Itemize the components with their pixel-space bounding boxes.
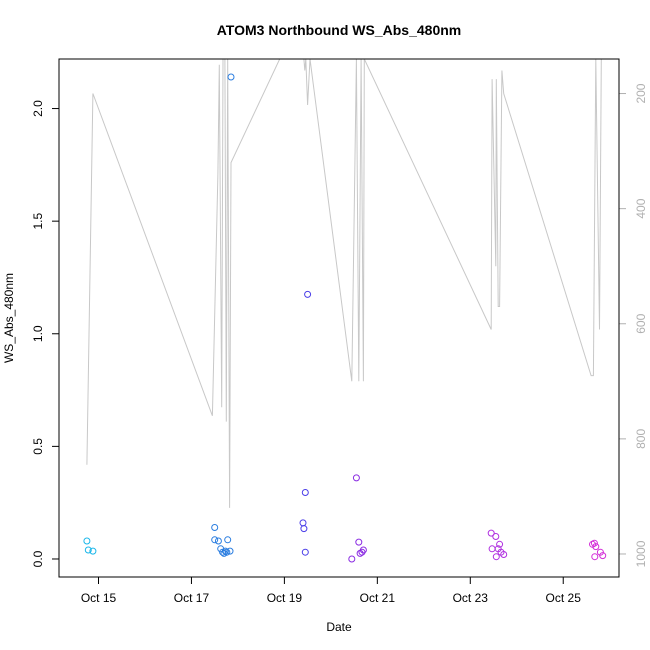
scatter-points-layer [83, 73, 607, 563]
data-point [592, 543, 600, 551]
data-point [492, 533, 500, 540]
x-tick-label: Oct 17 [174, 591, 210, 605]
data-point [591, 553, 599, 561]
data-point [488, 545, 496, 553]
data-point [590, 539, 598, 547]
data-point [301, 548, 309, 556]
data-point [487, 529, 495, 537]
data-point [224, 536, 232, 544]
x-tick-label: Oct 15 [81, 591, 117, 605]
data-point [84, 546, 92, 554]
x-tick-label: Oct 25 [546, 591, 582, 605]
data-point [355, 538, 363, 546]
data-point [599, 552, 607, 560]
right-tick-label: 800 [634, 429, 648, 449]
data-point [359, 546, 367, 554]
data-point [223, 548, 231, 556]
right-tick-label: 1000 [634, 540, 648, 567]
background-line-layer [86, 59, 602, 508]
data-point [299, 519, 307, 527]
data-point [211, 524, 219, 531]
y-tick-label: 2.0 [31, 100, 45, 117]
axes-layer: Oct 15 Oct 17 Oct 19 Oct 21 Oct 23 Oct 25 0.0 0… [31, 83, 648, 605]
data-point [304, 290, 312, 298]
x-axis-label: Date [326, 620, 352, 634]
data-point [214, 537, 222, 545]
y-tick-label: 1.0 [31, 325, 45, 342]
series-line [86, 59, 602, 508]
data-point [300, 525, 308, 533]
y-axis-label: WS_Abs_480nm [2, 273, 16, 363]
y-tick-label: 0.0 [31, 550, 45, 567]
data-point [301, 489, 309, 496]
x-tick-label: Oct 21 [360, 591, 396, 605]
y-tick-label: 0.5 [31, 438, 45, 455]
data-point [83, 537, 91, 545]
y-tick-label: 1.5 [31, 212, 45, 229]
data-point [89, 547, 97, 555]
data-point [226, 547, 234, 555]
data-point [211, 536, 219, 544]
chart-title: ATOM3 Northbound WS_Abs_480nm [217, 22, 462, 38]
x-tick-label: Oct 23 [453, 591, 489, 605]
plot-frame [58, 58, 620, 578]
data-point [496, 540, 504, 548]
data-point [500, 551, 508, 558]
data-point [492, 553, 500, 561]
data-point [221, 547, 229, 555]
data-point [348, 555, 356, 563]
data-point [227, 73, 235, 81]
data-point [352, 474, 360, 482]
right-tick-label: 200 [634, 83, 648, 103]
right-tick-label: 400 [634, 198, 648, 218]
right-tick-label: 600 [634, 313, 648, 333]
x-tick-label: Oct 19 [267, 591, 303, 605]
